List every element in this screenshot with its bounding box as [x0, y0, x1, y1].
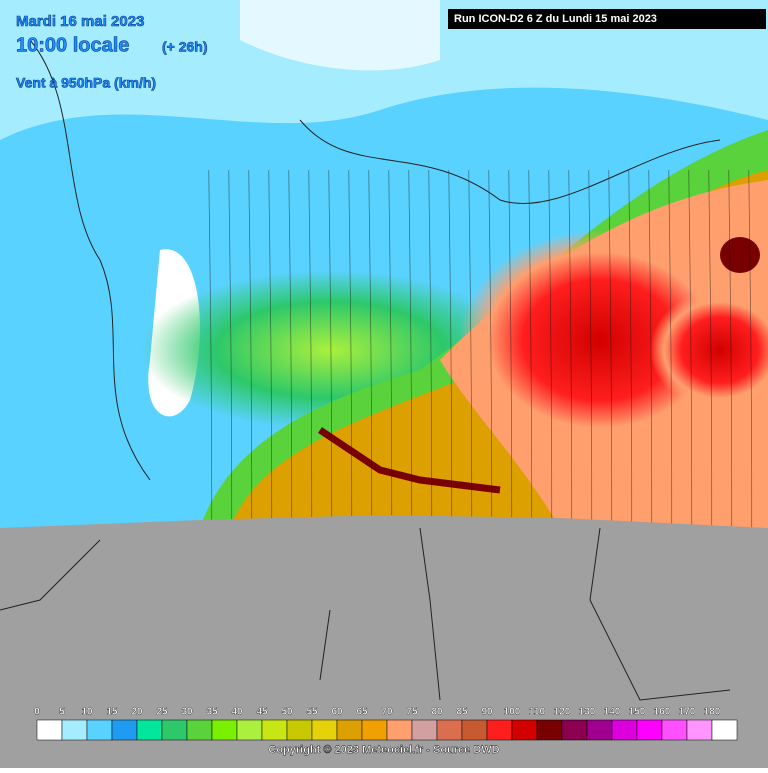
legend-swatch — [686, 719, 713, 741]
legend-label: 70 — [381, 707, 393, 718]
legend-label: 15 — [106, 707, 118, 718]
legend-label: 60 — [331, 707, 343, 718]
legend-label: 65 — [356, 707, 368, 718]
legend-swatch — [261, 719, 288, 741]
legend-label: 130 — [579, 707, 596, 718]
legend-swatch — [661, 719, 688, 741]
legend-swatch — [161, 719, 188, 741]
legend-label: 35 — [206, 707, 218, 718]
legend-swatch — [711, 719, 738, 741]
legend-swatch — [236, 719, 263, 741]
run-box — [448, 9, 766, 29]
field-label: Vent à 950hPa (km/h) — [16, 75, 156, 91]
legend-label: 170 — [679, 707, 696, 718]
legend-label: 100 — [504, 707, 521, 718]
legend-swatch — [511, 719, 538, 741]
legend-label: 80 — [431, 707, 443, 718]
legend-label: 10 — [81, 707, 93, 718]
run-label: Run ICON-D2 6 Z du Lundi 15 mai 2023 — [454, 13, 657, 25]
legend-swatch — [36, 719, 63, 741]
legend-label: 40 — [231, 707, 243, 718]
legend-swatch — [86, 719, 113, 741]
legend-swatch — [111, 719, 138, 741]
legend-label: 150 — [629, 707, 646, 718]
legend-label: 20 — [131, 707, 143, 718]
legend-label: 90 — [481, 707, 493, 718]
legend-label: 0 — [34, 707, 40, 718]
legend-swatch — [636, 719, 663, 741]
legend-swatch — [211, 719, 238, 741]
legend-label: 75 — [406, 707, 418, 718]
legend-label: 140 — [604, 707, 621, 718]
legend-swatch — [136, 719, 163, 741]
legend-swatch — [611, 719, 638, 741]
legend-swatch — [486, 719, 513, 741]
legend-label: 50 — [281, 707, 293, 718]
legend-swatch — [286, 719, 313, 741]
legend-label: 5 — [59, 707, 65, 718]
legend-label: 180 — [704, 707, 721, 718]
legend-label: 30 — [181, 707, 193, 718]
legend-label: 85 — [456, 707, 468, 718]
legend-label: 45 — [256, 707, 268, 718]
legend-swatch — [536, 719, 563, 741]
legend-swatch — [436, 719, 463, 741]
legend-label: 160 — [654, 707, 671, 718]
legend-label: 25 — [156, 707, 168, 718]
legend-swatch — [386, 719, 413, 741]
legend-label: 55 — [306, 707, 318, 718]
lead-label: (+ 26h) — [162, 39, 208, 55]
legend-swatch — [336, 719, 363, 741]
legend-swatch — [561, 719, 588, 741]
legend-swatch — [586, 719, 613, 741]
copyright: Copyright © 2023 Meteociel.fr - Source D… — [268, 744, 499, 756]
legend-label: 110 — [529, 707, 546, 718]
legend-swatch — [61, 719, 88, 741]
legend-swatch — [461, 719, 488, 741]
legend-swatch — [311, 719, 338, 741]
legend-swatch — [361, 719, 388, 741]
time-label: 10:00 locale — [16, 34, 129, 56]
date-label: Mardi 16 mai 2023 — [16, 13, 144, 30]
legend-swatch — [411, 719, 438, 741]
legend-swatch — [186, 719, 213, 741]
legend-label: 120 — [554, 707, 571, 718]
